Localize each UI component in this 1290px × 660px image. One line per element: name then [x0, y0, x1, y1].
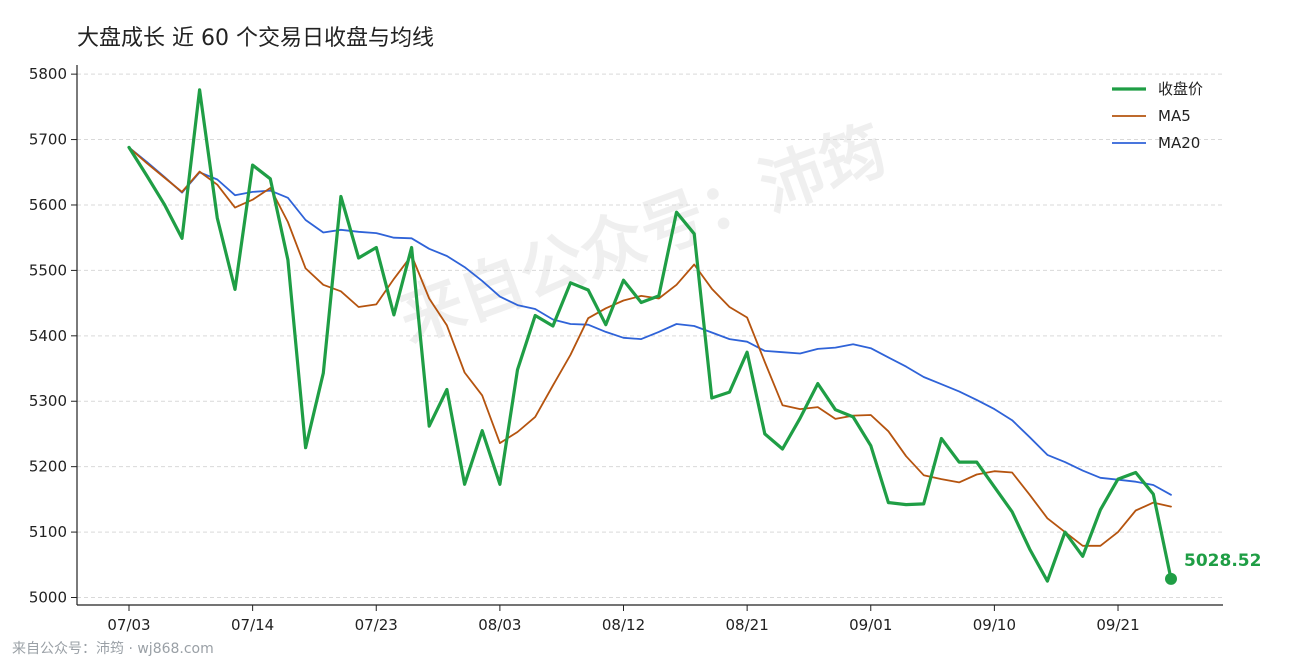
y-tick-label: 5300	[29, 392, 67, 410]
legend-label: MA20	[1158, 134, 1200, 152]
legend: 收盘价 MA5 MA20	[1112, 80, 1203, 152]
y-tick-label: 5400	[29, 327, 67, 345]
y-tick-label: 5500	[29, 261, 67, 279]
y-axis-ticks: 5000 5100 5200 5300 5400 5500 5600 5700 5800	[29, 65, 77, 607]
x-tick-label: 08/12	[602, 616, 645, 634]
x-tick-label: 07/14	[231, 616, 274, 634]
x-tick-label: 07/03	[107, 616, 150, 634]
end-point-label: 5028.52	[1184, 551, 1261, 571]
series-line-1	[128, 146, 1172, 547]
x-tick-label: 07/23	[355, 616, 398, 634]
series-lines	[127, 88, 1173, 583]
y-tick-label: 5600	[29, 196, 67, 214]
grid-lines	[77, 73, 1223, 598]
watermark: 来自公众号：沛筠	[390, 113, 896, 358]
legend-label: 收盘价	[1158, 80, 1203, 98]
end-point: 5028.52	[1165, 551, 1261, 585]
legend-label: MA5	[1158, 107, 1191, 125]
x-tick-label: 09/10	[973, 616, 1016, 634]
chart-title: 大盘成长 近 60 个交易日收盘与均线	[77, 26, 434, 51]
x-axis-ticks: 07/03 07/14 07/23 08/03 08/12 08/21 09/01 09/10…	[107, 605, 1140, 634]
x-tick-label: 09/21	[1096, 616, 1139, 634]
y-tick-label: 5800	[29, 65, 67, 83]
y-tick-label: 5700	[29, 131, 67, 149]
x-tick-label: 09/01	[849, 616, 892, 634]
y-tick-label: 5000	[29, 589, 67, 607]
x-tick-label: 08/21	[726, 616, 769, 634]
y-tick-label: 5200	[29, 458, 67, 476]
axes	[76, 65, 1223, 606]
end-point-marker	[1165, 572, 1177, 585]
y-tick-label: 5100	[29, 523, 67, 541]
x-tick-label: 08/03	[478, 616, 521, 634]
series-line-0	[127, 88, 1173, 583]
footer-credit: 来自公众号：沛筠 · wj868.com	[12, 640, 214, 657]
series-line-2	[128, 146, 1172, 496]
